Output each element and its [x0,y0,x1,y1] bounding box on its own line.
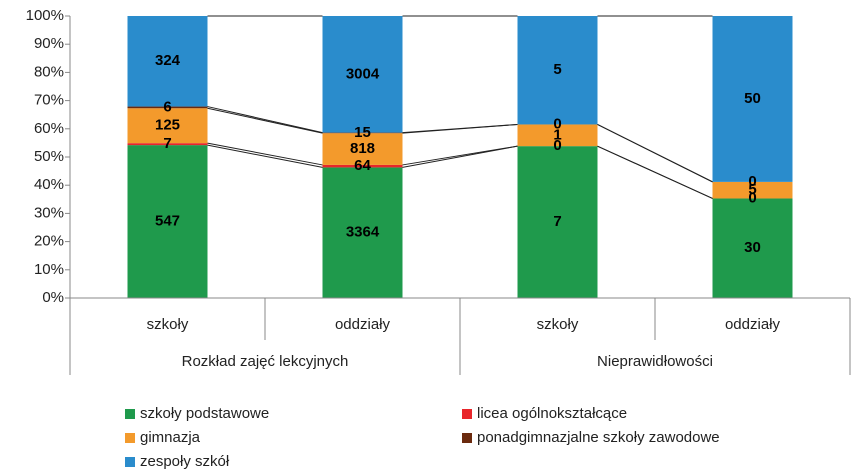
bar-segment [712,16,793,182]
data-label: 5 [748,181,756,198]
legend-swatch [125,457,135,467]
data-label: 3364 [346,224,380,241]
x-tick-label: szkoły [537,316,579,333]
bar-segment [127,16,208,107]
group-label: Rozkład zajęć lekcyjnych [182,353,349,370]
x-tick-label: szkoły [147,316,189,333]
data-label: 547 [155,213,180,230]
y-tick-label: 40% [34,176,64,193]
legend-label: szkoły podstawowe [140,405,269,422]
y-tick-label: 10% [34,261,64,278]
data-label: 125 [155,117,180,134]
data-label: 7 [163,135,171,152]
bar-segment [322,167,403,298]
bar-segment [127,143,208,146]
series-line [207,106,323,134]
group-label: Nieprawidłowości [597,353,713,370]
bar-segment [322,133,403,165]
data-label: 324 [155,52,181,69]
legend-swatch [462,409,472,419]
bar-segment [127,145,208,298]
bar-segment [517,124,598,147]
bar-segment [322,132,403,134]
series-line [207,107,323,134]
bar-segment [322,16,403,133]
y-tick-label: 20% [34,233,64,250]
data-label: 0 [553,137,561,154]
data-label: 0 [553,115,561,132]
legend-swatch [462,433,472,443]
data-label: 50 [744,90,761,107]
bar-segment [517,16,598,125]
y-tick-label: 80% [34,63,64,80]
y-tick-label: 30% [34,204,64,221]
y-tick-label: 60% [34,120,64,137]
data-label: 7 [553,213,561,230]
legend-label: ponadgimnazjalne szkoły zawodowe [477,429,720,446]
x-tick-label: oddziały [335,316,391,333]
data-label: 64 [354,157,371,174]
legend-label: zespoły szkół [140,453,230,470]
bar-segment [712,198,793,298]
data-label: 0 [748,189,756,206]
y-tick-label: 0% [42,289,64,306]
bar-segment [517,146,598,298]
series-line [597,124,713,183]
bar-segment [712,181,793,199]
series-line [207,142,323,166]
data-label: 0 [748,173,756,190]
legend-label: gimnazja [140,429,201,446]
data-label: 30 [744,239,761,256]
series-line [402,145,518,166]
data-label: 5 [553,61,561,78]
bar-segment [322,164,403,168]
data-label: 15 [354,124,371,141]
series-line [207,144,323,168]
data-label: 818 [350,140,375,157]
legend-swatch [125,409,135,419]
data-label: 3004 [346,65,380,82]
y-tick-label: 100% [26,7,64,24]
y-tick-label: 70% [34,92,64,109]
series-line [402,123,518,134]
bar-segment [127,106,208,109]
y-tick-label: 90% [34,35,64,52]
data-label: 1 [553,126,561,143]
bar-segment [127,108,208,144]
data-label: 6 [163,98,171,115]
legend-label: licea ogólnokształcące [477,405,627,422]
x-tick-label: oddziały [725,316,781,333]
y-tick-label: 50% [34,148,64,165]
series-line [597,145,713,199]
legend-swatch [125,433,135,443]
